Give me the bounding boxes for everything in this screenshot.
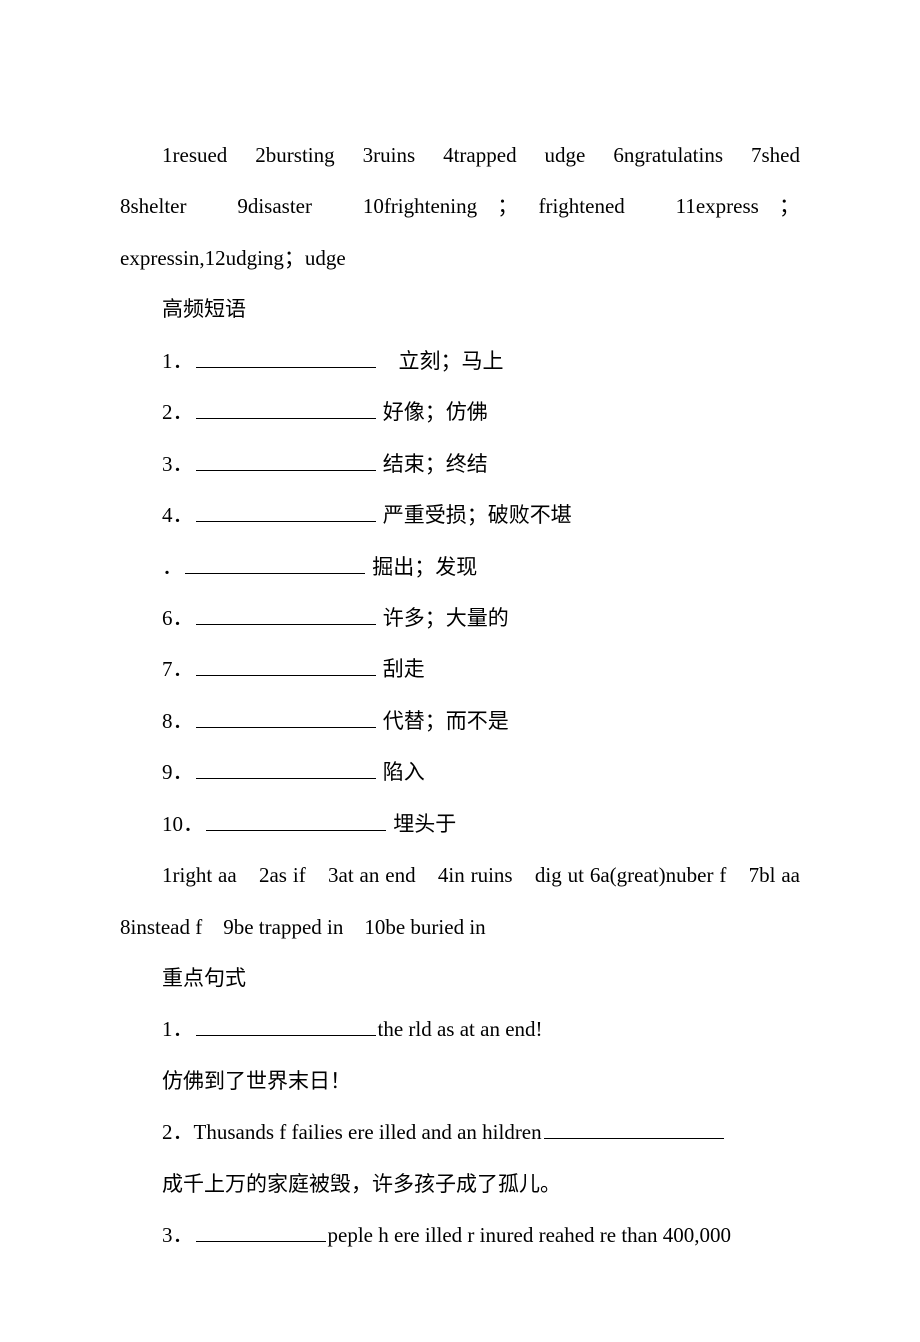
- item-num: 3．: [162, 452, 194, 476]
- item-num: 6．: [162, 606, 194, 630]
- item-cn: 结束；终结: [378, 452, 488, 476]
- sentence-item-2: 2．Thusands f failies ere illed and an hi…: [120, 1107, 800, 1158]
- item-before: Thusands f failies ere illed and an hild…: [194, 1120, 542, 1144]
- item-num: 2．: [162, 1120, 194, 1144]
- item-num: 1．: [162, 1017, 194, 1041]
- fill-blank: [196, 655, 376, 676]
- fill-blank: [196, 398, 376, 419]
- item-after: peple h ere illed r inured reahed re tha…: [328, 1223, 732, 1247]
- fill-blank: [196, 347, 376, 368]
- fill-blank: [196, 604, 376, 625]
- item-cn: 陷入: [378, 760, 425, 784]
- answers-top: 1resued 2bursting 3ruins 4trapped udge 6…: [120, 130, 800, 284]
- item-num: 10．: [162, 812, 204, 836]
- document-body: 1resued 2bursting 3ruins 4trapped udge 6…: [120, 130, 800, 1262]
- fill-blank: [196, 707, 376, 728]
- phrase-item-9: 9． 陷入: [120, 747, 800, 798]
- phrase-item-4: 4． 严重受损；破败不堪: [120, 490, 800, 541]
- phrase-item-3: 3． 结束；终结: [120, 439, 800, 490]
- phrase-item-8: 8． 代替；而不是: [120, 696, 800, 747]
- fill-blank: [196, 1221, 326, 1242]
- item-num: 3．: [162, 1223, 194, 1247]
- item-num: 9．: [162, 760, 194, 784]
- item-num: 1．: [162, 349, 194, 373]
- fill-blank: [196, 758, 376, 779]
- sentence-item-3: 3． peple h ere illed r inured reahed re t…: [120, 1210, 800, 1261]
- section-a-answers: 1right aa 2as if 3at an end 4in ruins di…: [120, 850, 800, 953]
- item-num: 7．: [162, 657, 194, 681]
- item-cn: 好像；仿佛: [378, 400, 488, 424]
- item-cn: 掘出；发现: [367, 555, 477, 579]
- item-after: the rld as at an end!: [378, 1017, 543, 1041]
- section-b-title: 重点句式: [120, 953, 800, 1004]
- phrase-item-1: 1． 立刻；马上: [120, 336, 800, 387]
- fill-blank: [206, 810, 386, 831]
- item-num: 2．: [162, 400, 194, 424]
- fill-blank: [544, 1118, 724, 1139]
- item-cn: 严重受损；破败不堪: [378, 503, 572, 527]
- sentence-item-1: 1． the rld as at an end!: [120, 1004, 800, 1055]
- item-num: ．: [162, 555, 183, 579]
- phrase-item-2: 2． 好像；仿佛: [120, 387, 800, 438]
- phrase-item-6: 6． 许多；大量的: [120, 593, 800, 644]
- fill-blank: [196, 1015, 376, 1036]
- fill-blank: [185, 553, 365, 574]
- item-num: 4．: [162, 503, 194, 527]
- phrase-item-7: 7． 刮走: [120, 644, 800, 695]
- fill-blank: [196, 450, 376, 471]
- item-cn: 刮走: [378, 657, 425, 681]
- item-num: 8．: [162, 709, 194, 733]
- section-a-title: 高频短语: [120, 284, 800, 335]
- fill-blank: [196, 501, 376, 522]
- sentence-item-1-cn: 仿佛到了世界末日！: [120, 1056, 800, 1107]
- item-cn: 埋头于: [388, 812, 456, 836]
- phrase-item-5: ． 掘出；发现: [120, 542, 800, 593]
- item-cn: 代替；而不是: [378, 709, 509, 733]
- item-cn: 立刻；马上: [378, 349, 504, 373]
- sentence-item-2-cn: 成千上万的家庭被毁，许多孩子成了孤儿。: [120, 1159, 800, 1210]
- item-cn: 许多；大量的: [378, 606, 509, 630]
- phrase-item-10: 10． 埋头于: [120, 799, 800, 850]
